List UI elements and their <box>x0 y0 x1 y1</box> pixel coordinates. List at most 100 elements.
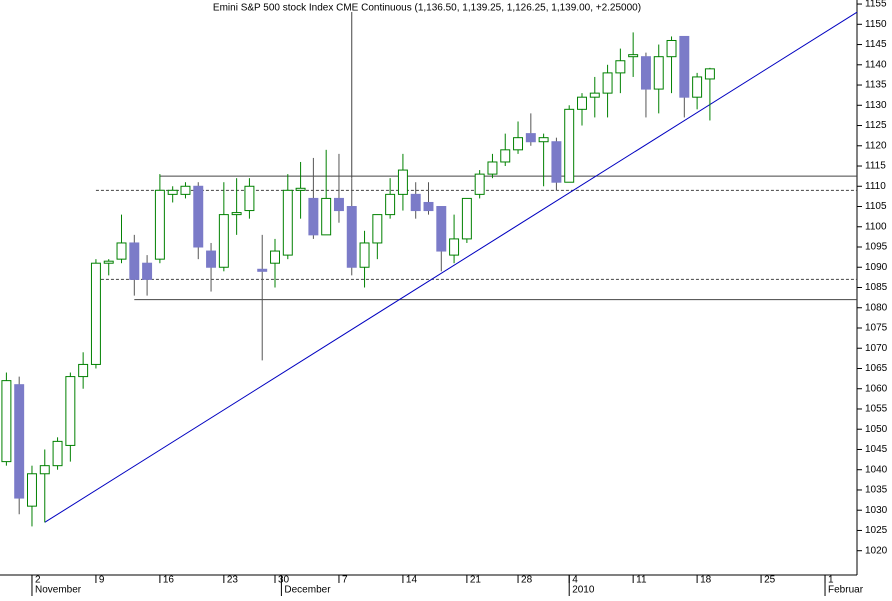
y-tick-label: 1025 <box>865 525 888 536</box>
candle-body <box>525 133 536 143</box>
x-tick-label: 28 <box>521 575 533 586</box>
candle-body <box>513 137 524 151</box>
candle-body <box>500 149 511 163</box>
candle-body <box>628 54 639 58</box>
candle-body <box>27 473 37 507</box>
candle-body <box>692 76 703 98</box>
y-tick-label: 1085 <box>865 282 888 293</box>
x-tick-label: 11 <box>636 575 647 586</box>
y-tick-label: 1030 <box>865 505 888 516</box>
candle-body <box>142 262 153 280</box>
month-label: 2010 <box>572 585 595 596</box>
y-tick-label: 1075 <box>865 323 888 334</box>
y-tick-label: 1055 <box>865 404 888 415</box>
candle-body <box>397 169 408 195</box>
candle-body <box>679 35 690 98</box>
y-tick-label: 1145 <box>865 39 887 50</box>
candle-body <box>589 92 600 98</box>
candle-body <box>615 60 626 74</box>
candle-body <box>372 214 383 244</box>
candle-body <box>577 96 587 110</box>
candle-body <box>78 363 89 378</box>
candle-body <box>295 187 306 191</box>
candle-body <box>333 197 344 212</box>
candle-body <box>218 214 229 268</box>
candle-body <box>193 185 204 248</box>
y-tick-label: 1130 <box>865 100 887 111</box>
y-tick-label: 1110 <box>865 181 886 192</box>
candle-body <box>321 197 332 236</box>
y-tick-label: 1080 <box>865 302 888 313</box>
candle-body <box>538 137 549 143</box>
candle-body <box>653 56 664 90</box>
candle-body <box>564 108 575 183</box>
x-tick-label: 1 <box>828 575 834 586</box>
x-tick-label: 4 <box>572 575 578 586</box>
candle-body <box>52 440 63 467</box>
candle-body <box>423 201 434 212</box>
candle-body <box>180 185 191 195</box>
candle-body <box>154 189 165 260</box>
x-tick-label: 14 <box>406 575 418 586</box>
y-tick-label: 1050 <box>865 424 888 435</box>
month-label: November <box>35 585 82 596</box>
y-tick-label: 1045 <box>865 444 888 455</box>
y-tick-label: 1070 <box>865 343 888 354</box>
candle-body <box>116 242 127 260</box>
candle-body <box>270 250 280 264</box>
candle-body <box>487 161 498 175</box>
candle-body <box>602 72 613 94</box>
candle-body <box>640 56 651 90</box>
chart-title: Emini S&P 500 stock Index CME Continuous… <box>213 3 641 14</box>
y-tick-label: 1135 <box>865 80 887 91</box>
candle-body <box>410 193 421 212</box>
candle-body <box>103 260 114 264</box>
candle-body <box>257 268 268 272</box>
candle-body <box>231 212 242 216</box>
y-tick-label: 1120 <box>865 140 887 151</box>
y-tick-label: 1150 <box>865 19 887 30</box>
x-tick-label: 7 <box>342 575 348 586</box>
candle-body <box>244 185 255 212</box>
candle-body <box>449 238 460 256</box>
candle-body <box>129 242 140 280</box>
y-tick-label: 1125 <box>865 120 887 131</box>
candle-body <box>206 250 217 268</box>
x-tick-label: 9 <box>99 575 105 586</box>
y-tick-label: 1035 <box>865 485 888 496</box>
y-tick-label: 1115 <box>865 161 886 172</box>
y-tick-label: 1155 <box>865 0 887 10</box>
x-tick-label: 30 <box>278 575 290 586</box>
candle-body <box>436 206 447 252</box>
x-tick-label: 2 <box>35 575 41 586</box>
candle-body <box>14 384 25 499</box>
y-tick-label: 1140 <box>865 59 887 70</box>
candle-body <box>704 68 715 80</box>
candle-body <box>359 242 370 268</box>
candle-body <box>551 141 562 183</box>
y-tick-label: 1105 <box>865 201 887 212</box>
x-tick-label: 23 <box>227 575 239 586</box>
y-tick-label: 1040 <box>865 464 888 475</box>
candle-body <box>474 173 485 195</box>
y-tick-label: 1090 <box>865 262 888 273</box>
candle-body <box>282 189 293 256</box>
month-label: December <box>284 585 331 596</box>
y-tick-label: 1100 <box>865 221 887 232</box>
y-tick-label: 1060 <box>865 383 888 394</box>
candle-body <box>39 465 50 475</box>
candle-body <box>1 380 12 463</box>
month-label: Februar <box>828 585 864 596</box>
candle-body <box>65 376 76 446</box>
candle-body <box>308 197 319 236</box>
candle-body <box>461 197 472 240</box>
x-tick-label: 18 <box>700 575 712 586</box>
y-tick-label: 1065 <box>865 363 888 374</box>
candle-body <box>167 189 178 195</box>
candle-body <box>666 39 677 58</box>
candle-body <box>385 193 396 216</box>
y-tick-label: 1020 <box>865 545 888 556</box>
candle-body <box>346 206 357 268</box>
x-tick-label: 25 <box>764 575 776 586</box>
